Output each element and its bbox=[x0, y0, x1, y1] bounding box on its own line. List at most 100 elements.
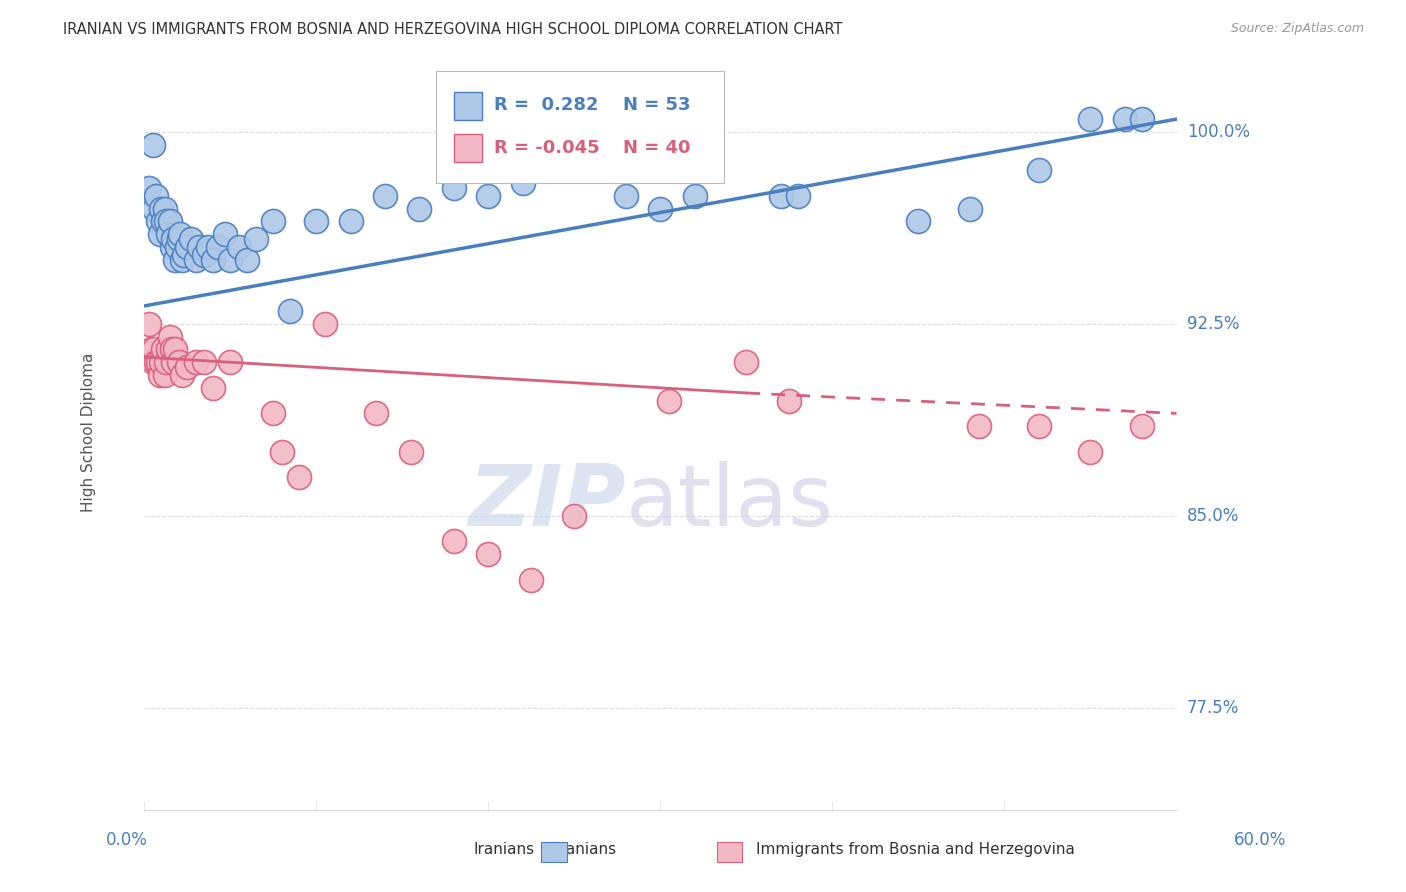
Point bbox=[214, 227, 236, 242]
Text: High School Diploma: High School Diploma bbox=[82, 353, 96, 512]
Point bbox=[138, 181, 160, 195]
Point bbox=[165, 343, 187, 357]
Point bbox=[314, 317, 336, 331]
Point bbox=[245, 232, 267, 246]
Point bbox=[219, 252, 242, 267]
Point bbox=[477, 189, 499, 203]
Point bbox=[160, 343, 183, 357]
Point bbox=[305, 214, 328, 228]
Point bbox=[166, 240, 188, 254]
Text: 92.5%: 92.5% bbox=[1187, 315, 1239, 333]
Point bbox=[512, 176, 534, 190]
Point bbox=[145, 189, 167, 203]
Point bbox=[197, 240, 219, 254]
Text: Immigrants from Bosnia and Herzegovina: Immigrants from Bosnia and Herzegovina bbox=[756, 842, 1076, 856]
Point bbox=[262, 406, 284, 420]
Point bbox=[1028, 163, 1050, 178]
Point bbox=[408, 202, 430, 216]
Point bbox=[184, 252, 207, 267]
Point bbox=[201, 381, 224, 395]
Point bbox=[959, 202, 981, 216]
Text: ZIP: ZIP bbox=[468, 461, 626, 544]
Point bbox=[180, 232, 202, 246]
Text: 77.5%: 77.5% bbox=[1187, 698, 1239, 717]
Point bbox=[153, 368, 176, 382]
Point bbox=[159, 214, 181, 228]
Point bbox=[157, 227, 180, 242]
Point bbox=[288, 470, 311, 484]
Text: N = 40: N = 40 bbox=[623, 139, 690, 157]
Point bbox=[1080, 112, 1102, 127]
Point bbox=[160, 240, 183, 254]
Point bbox=[138, 317, 160, 331]
Point bbox=[167, 355, 190, 369]
Point bbox=[143, 343, 166, 357]
Point bbox=[155, 355, 177, 369]
Point bbox=[658, 393, 681, 408]
Point bbox=[1130, 112, 1153, 127]
Point bbox=[280, 304, 302, 318]
Point bbox=[207, 240, 229, 254]
Point bbox=[176, 360, 198, 375]
Point bbox=[443, 181, 465, 195]
Point bbox=[787, 189, 810, 203]
Point bbox=[339, 214, 361, 228]
Point bbox=[967, 419, 990, 434]
Point bbox=[1130, 419, 1153, 434]
Point bbox=[176, 240, 198, 254]
Point bbox=[184, 355, 207, 369]
Text: R =  0.282: R = 0.282 bbox=[494, 96, 598, 114]
Point bbox=[142, 355, 165, 369]
Point bbox=[139, 343, 162, 357]
Point bbox=[188, 240, 211, 254]
Text: 100.0%: 100.0% bbox=[1187, 123, 1250, 141]
Point bbox=[143, 202, 166, 216]
Point bbox=[170, 368, 193, 382]
Text: Iranians: Iranians bbox=[474, 842, 534, 856]
Text: 85.0%: 85.0% bbox=[1187, 507, 1239, 524]
Point bbox=[146, 355, 169, 369]
Text: N = 53: N = 53 bbox=[623, 96, 690, 114]
Point bbox=[150, 202, 173, 216]
Text: IRANIAN VS IMMIGRANTS FROM BOSNIA AND HERZEGOVINA HIGH SCHOOL DIPLOMA CORRELATIO: IRANIAN VS IMMIGRANTS FROM BOSNIA AND HE… bbox=[63, 22, 842, 37]
Point bbox=[169, 227, 191, 242]
Point bbox=[201, 252, 224, 267]
Point bbox=[735, 355, 758, 369]
Point bbox=[907, 214, 929, 228]
Point bbox=[1080, 445, 1102, 459]
Text: Source: ZipAtlas.com: Source: ZipAtlas.com bbox=[1230, 22, 1364, 36]
Point bbox=[146, 214, 169, 228]
Point bbox=[167, 232, 190, 246]
Point bbox=[152, 214, 174, 228]
Point bbox=[173, 248, 195, 262]
Point bbox=[157, 343, 180, 357]
Point bbox=[153, 202, 176, 216]
Point bbox=[562, 508, 585, 523]
Point bbox=[270, 445, 292, 459]
Point bbox=[228, 240, 250, 254]
Point bbox=[650, 202, 672, 216]
Point bbox=[614, 189, 637, 203]
Point bbox=[262, 214, 284, 228]
Point bbox=[162, 355, 184, 369]
Point bbox=[149, 227, 172, 242]
Text: R = -0.045: R = -0.045 bbox=[494, 139, 599, 157]
Point bbox=[170, 252, 193, 267]
Point bbox=[443, 534, 465, 549]
Point bbox=[520, 573, 543, 587]
Point bbox=[374, 189, 396, 203]
Point bbox=[236, 252, 259, 267]
Point bbox=[193, 355, 215, 369]
Point bbox=[683, 189, 706, 203]
Point bbox=[477, 547, 499, 561]
Point bbox=[1114, 112, 1136, 127]
Point bbox=[145, 355, 167, 369]
Point bbox=[1028, 419, 1050, 434]
Point bbox=[165, 252, 187, 267]
Point bbox=[155, 214, 177, 228]
Text: 0.0%: 0.0% bbox=[105, 831, 148, 849]
Point bbox=[219, 355, 242, 369]
Point bbox=[152, 343, 174, 357]
Point bbox=[150, 355, 173, 369]
Text: Iranians: Iranians bbox=[555, 842, 616, 856]
